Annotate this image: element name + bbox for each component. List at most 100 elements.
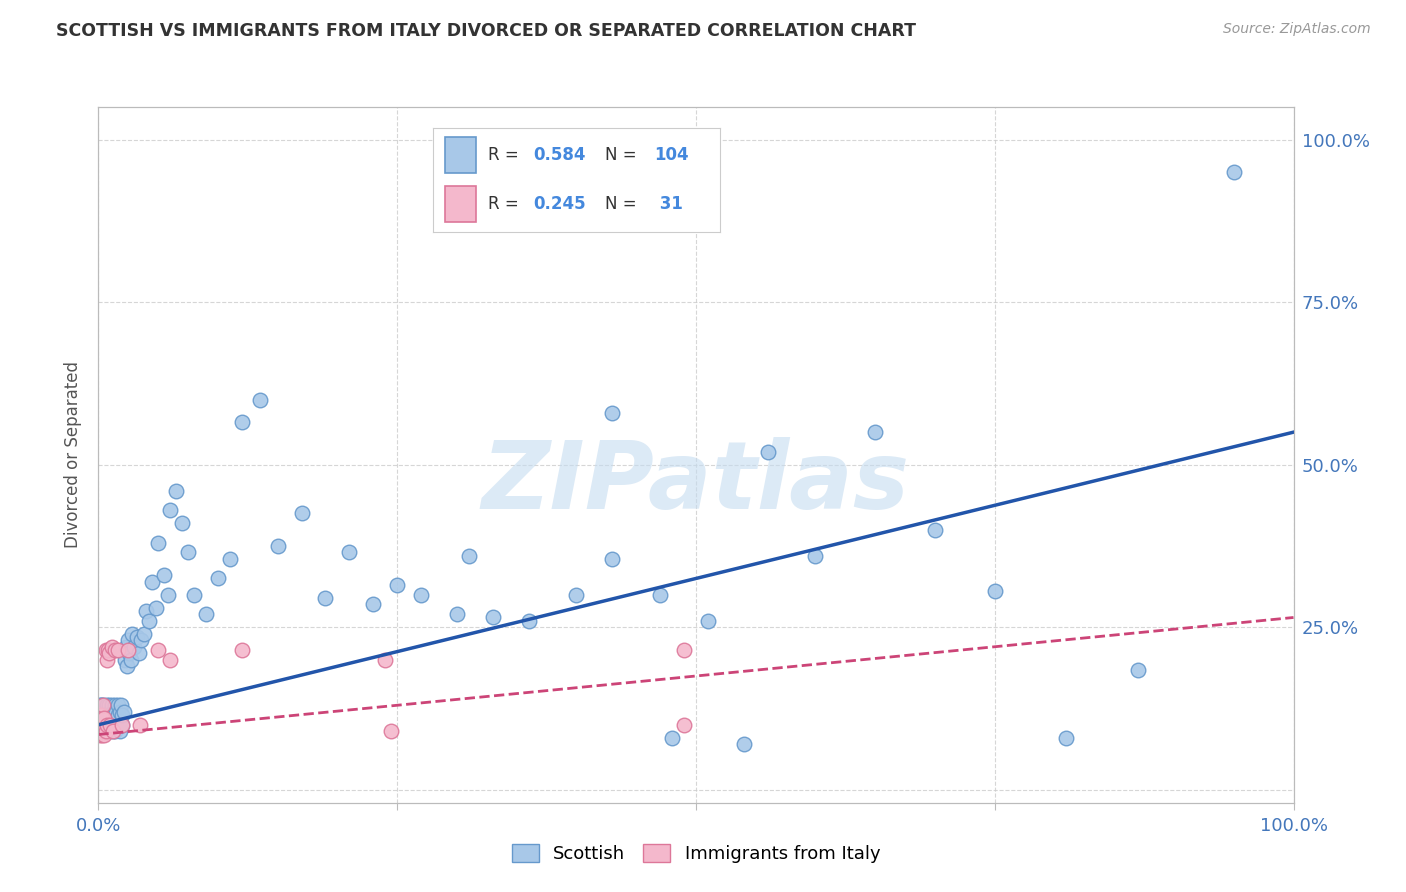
Point: [96, 718, 118, 732]
Point: [110, 698, 132, 713]
Point: [91, 727, 114, 741]
Point: [380, 724, 402, 739]
Point: [339, 545, 361, 559]
Point: [374, 653, 396, 667]
Point: [91, 698, 114, 713]
Point: [756, 444, 779, 458]
Point: [91, 705, 114, 719]
Point: [98, 698, 121, 713]
Point: [111, 708, 134, 723]
Point: [231, 416, 253, 430]
Point: [602, 552, 624, 566]
Point: [104, 698, 127, 713]
Point: [128, 646, 150, 660]
Point: [115, 659, 138, 673]
Point: [101, 724, 124, 739]
Point: [89, 718, 111, 732]
Point: [153, 568, 176, 582]
Legend: Scottish, Immigrants from Italy: Scottish, Immigrants from Italy: [505, 837, 887, 871]
Point: [648, 588, 672, 602]
Point: [458, 549, 481, 563]
Point: [97, 705, 120, 719]
Point: [267, 539, 290, 553]
Point: [602, 406, 624, 420]
Point: [363, 598, 385, 612]
Point: [98, 718, 122, 732]
Text: 0.245: 0.245: [533, 195, 586, 213]
Point: [159, 653, 181, 667]
Point: [565, 588, 588, 602]
Point: [104, 643, 127, 657]
Point: [411, 588, 433, 602]
Point: [733, 737, 755, 751]
Point: [804, 549, 827, 563]
Point: [96, 718, 118, 732]
Point: [93, 708, 115, 723]
Text: 0.584: 0.584: [533, 146, 586, 164]
Point: [101, 724, 124, 739]
Point: [207, 572, 229, 586]
Point: [195, 607, 218, 622]
Point: [98, 724, 122, 739]
Point: [148, 535, 170, 549]
Point: [94, 724, 117, 739]
Point: [91, 711, 114, 725]
Point: [94, 705, 117, 719]
Point: [89, 708, 111, 723]
Point: [97, 643, 120, 657]
Point: [1223, 165, 1246, 179]
Point: [89, 698, 111, 713]
FancyBboxPatch shape: [444, 186, 477, 222]
Point: [148, 643, 170, 657]
Point: [100, 718, 122, 732]
Point: [118, 646, 141, 660]
Point: [98, 708, 122, 723]
Point: [94, 724, 117, 739]
Text: SCOTTISH VS IMMIGRANTS FROM ITALY DIVORCED OR SEPARATED CORRELATION CHART: SCOTTISH VS IMMIGRANTS FROM ITALY DIVORC…: [56, 22, 917, 40]
Text: R =: R =: [488, 146, 523, 164]
Point: [291, 507, 314, 521]
Point: [103, 708, 125, 723]
Point: [98, 646, 121, 660]
Point: [94, 643, 117, 657]
Point: [91, 708, 114, 723]
Point: [91, 698, 114, 713]
FancyBboxPatch shape: [444, 137, 477, 173]
Point: [91, 724, 114, 739]
Point: [97, 724, 120, 739]
Point: [183, 588, 205, 602]
Point: [661, 731, 683, 745]
Point: [117, 643, 139, 657]
Text: 104: 104: [654, 146, 689, 164]
Point: [385, 578, 409, 592]
Point: [120, 653, 142, 667]
Point: [124, 640, 146, 654]
Point: [93, 724, 115, 739]
Point: [94, 718, 117, 732]
Point: [91, 718, 114, 732]
Point: [91, 718, 114, 732]
Point: [91, 724, 114, 739]
Point: [96, 698, 118, 713]
Point: [177, 545, 200, 559]
Point: [90, 698, 112, 713]
Point: [673, 718, 696, 732]
Point: [98, 718, 121, 732]
Point: [96, 708, 118, 723]
Text: Source: ZipAtlas.com: Source: ZipAtlas.com: [1223, 22, 1371, 37]
Point: [108, 705, 131, 719]
Point: [172, 516, 194, 531]
Point: [517, 614, 540, 628]
Point: [673, 643, 696, 657]
Point: [108, 724, 131, 739]
Text: N =: N =: [605, 195, 643, 213]
Y-axis label: Divorced or Separated: Divorced or Separated: [65, 361, 83, 549]
Point: [98, 705, 122, 719]
Point: [446, 607, 468, 622]
Point: [90, 711, 112, 725]
Point: [481, 610, 505, 624]
Point: [315, 591, 337, 605]
Point: [138, 614, 160, 628]
Point: [131, 633, 153, 648]
Point: [89, 727, 111, 741]
